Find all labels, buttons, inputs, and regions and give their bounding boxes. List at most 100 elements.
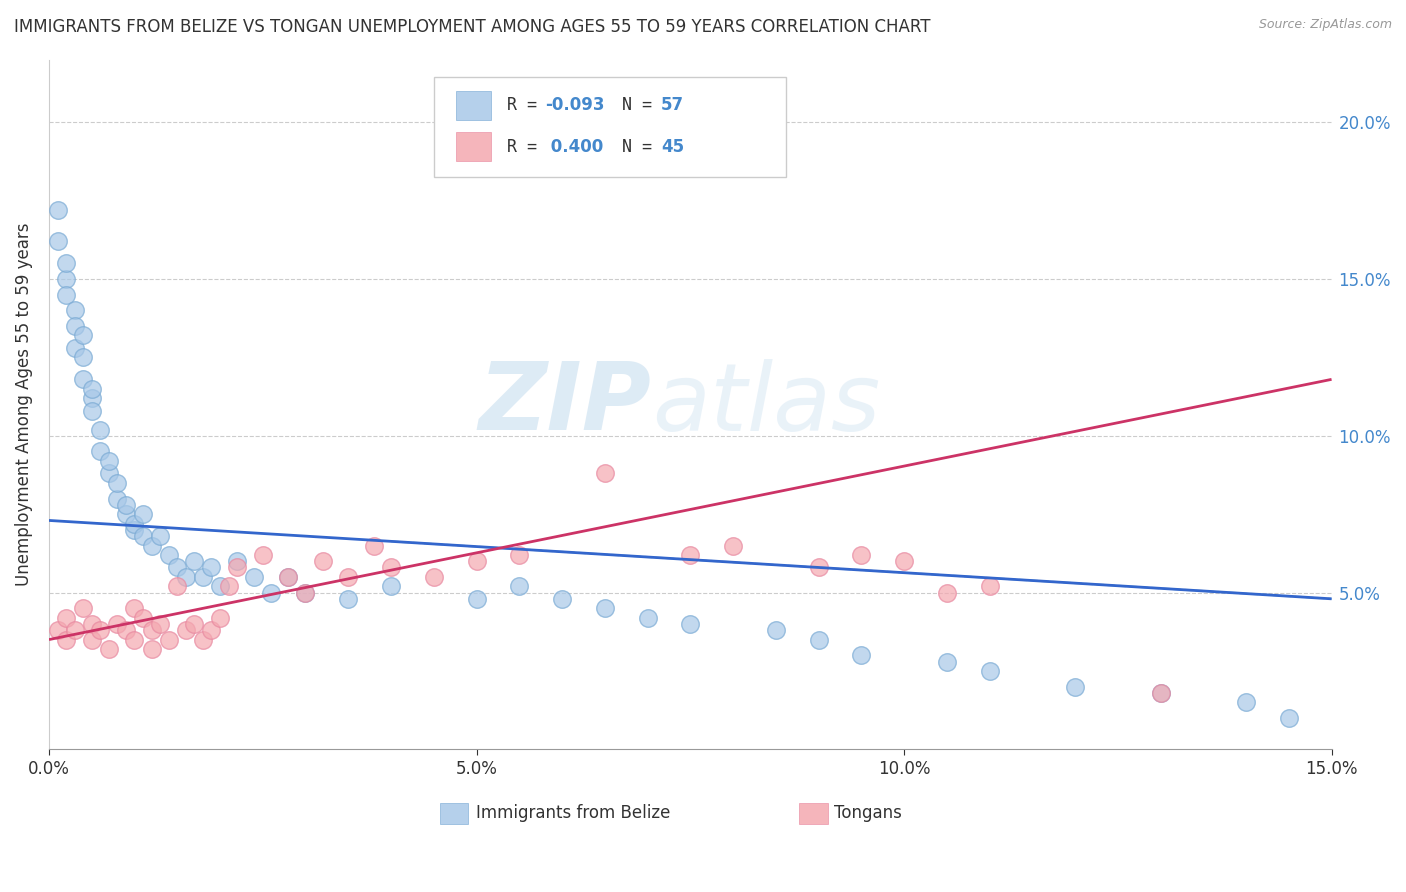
Point: [337, 591, 360, 606]
Point: [208, 579, 231, 593]
Point: [149, 616, 172, 631]
Point: [893, 554, 915, 568]
Point: [89, 423, 111, 437]
Text: R =: R =: [506, 96, 547, 114]
Point: [277, 570, 299, 584]
Point: [115, 498, 138, 512]
Point: [191, 570, 214, 584]
Point: [311, 554, 333, 568]
Point: [124, 632, 146, 647]
Point: [260, 585, 283, 599]
Point: [46, 203, 69, 218]
Point: [218, 579, 240, 593]
Point: [105, 616, 128, 631]
Point: [337, 570, 360, 584]
Point: [149, 529, 172, 543]
Point: [105, 491, 128, 506]
Text: N =: N =: [623, 137, 662, 155]
Point: [124, 516, 146, 531]
Point: [72, 601, 94, 615]
Point: [157, 632, 180, 647]
Point: [115, 623, 138, 637]
Point: [63, 303, 86, 318]
Point: [593, 601, 616, 615]
Point: [132, 507, 155, 521]
Point: [252, 548, 274, 562]
Point: [1234, 695, 1257, 709]
Point: [1278, 711, 1301, 725]
Text: 0.400: 0.400: [546, 137, 603, 155]
Point: [80, 391, 103, 405]
Point: [935, 655, 957, 669]
Point: [1149, 686, 1171, 700]
Point: [183, 616, 205, 631]
Point: [1064, 680, 1087, 694]
Point: [174, 570, 197, 584]
Point: [508, 548, 530, 562]
Point: [72, 351, 94, 365]
Point: [80, 403, 103, 417]
Point: [105, 475, 128, 490]
Text: ZIP: ZIP: [479, 359, 652, 450]
Point: [80, 632, 103, 647]
Text: R =: R =: [506, 137, 547, 155]
Point: [294, 585, 316, 599]
Point: [200, 623, 222, 637]
FancyBboxPatch shape: [799, 803, 828, 824]
Point: [89, 623, 111, 637]
Point: [141, 642, 163, 657]
Point: [63, 341, 86, 355]
Point: [183, 554, 205, 568]
Point: [191, 632, 214, 647]
Point: [765, 623, 787, 637]
Point: [807, 632, 830, 647]
FancyBboxPatch shape: [433, 77, 786, 177]
Text: Source: ZipAtlas.com: Source: ZipAtlas.com: [1258, 18, 1392, 31]
Point: [124, 523, 146, 537]
Point: [208, 610, 231, 624]
Point: [807, 560, 830, 574]
Point: [637, 610, 659, 624]
Point: [465, 554, 488, 568]
Point: [46, 623, 69, 637]
Point: [551, 591, 574, 606]
Point: [380, 579, 402, 593]
Point: [380, 560, 402, 574]
Text: 57: 57: [661, 96, 683, 114]
Point: [166, 579, 188, 593]
Point: [851, 648, 873, 663]
Point: [97, 642, 120, 657]
Point: [55, 632, 77, 647]
Text: Immigrants from Belize: Immigrants from Belize: [477, 805, 671, 822]
Point: [979, 579, 1001, 593]
Point: [508, 579, 530, 593]
Point: [141, 539, 163, 553]
Text: N =: N =: [623, 96, 662, 114]
Point: [55, 287, 77, 301]
Text: Tongans: Tongans: [834, 805, 901, 822]
Point: [277, 570, 299, 584]
Text: 45: 45: [661, 137, 683, 155]
Point: [55, 272, 77, 286]
Point: [46, 235, 69, 249]
Point: [174, 623, 197, 637]
Point: [465, 591, 488, 606]
Point: [89, 444, 111, 458]
Point: [363, 539, 385, 553]
Point: [141, 623, 163, 637]
Point: [80, 382, 103, 396]
Point: [97, 454, 120, 468]
Point: [226, 560, 249, 574]
Point: [63, 319, 86, 334]
Point: [55, 610, 77, 624]
FancyBboxPatch shape: [456, 91, 492, 120]
Text: -0.093: -0.093: [546, 96, 605, 114]
Point: [243, 570, 266, 584]
Point: [132, 610, 155, 624]
Point: [55, 256, 77, 270]
Point: [422, 570, 444, 584]
Point: [166, 560, 188, 574]
Point: [124, 601, 146, 615]
Text: IMMIGRANTS FROM BELIZE VS TONGAN UNEMPLOYMENT AMONG AGES 55 TO 59 YEARS CORRELAT: IMMIGRANTS FROM BELIZE VS TONGAN UNEMPLO…: [14, 18, 931, 36]
Point: [226, 554, 249, 568]
